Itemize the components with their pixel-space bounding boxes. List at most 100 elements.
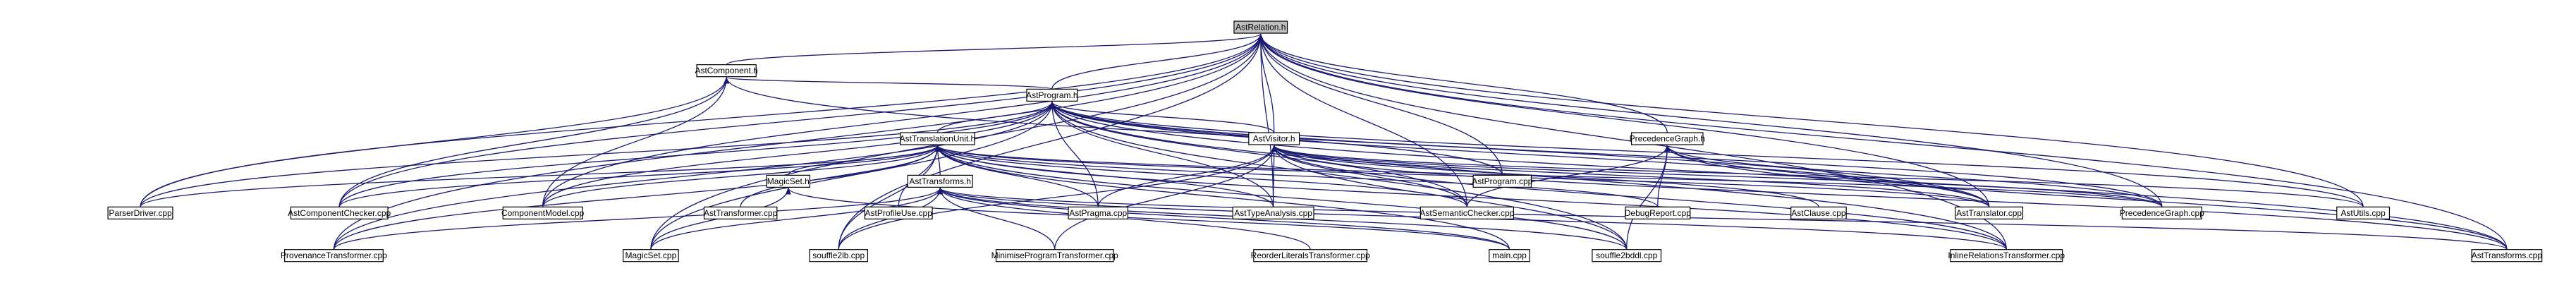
graph-node[interactable]: ReorderLiteralsTransformer.cpp [1251,249,1370,262]
node-label: ComponentModel.cpp [501,208,585,218]
node-box [809,249,868,262]
graph-node[interactable]: MagicSet.h [766,174,811,188]
graph-node[interactable]: AstSemanticChecker.cpp [1420,206,1515,219]
node-label: AstRelation.h [1235,23,1286,32]
graph-node[interactable]: AstTransformer.cpp [703,206,778,219]
include-edge [1466,145,1671,207]
graph-node[interactable]: MinimiseProgramTransformer.cpp [991,249,1119,262]
node-box [1253,249,1368,262]
graph-node[interactable]: AstComponent.h [695,64,758,78]
include-edge [333,102,1055,250]
include-edge [542,102,1055,207]
node-box [766,174,811,188]
include-edge [1664,145,1990,207]
include-edge [1271,145,1990,207]
include-edge [1049,102,1628,250]
node-label: souffle2lb.cpp [812,250,865,260]
node-label: AstPragma.cpp [1069,208,1127,218]
node-box [2121,206,2202,219]
graph-node[interactable]: MagicSet.cpp [623,249,679,262]
include-edge [338,102,1055,207]
graph-node[interactable]: PrecedenceGraph.h [1630,132,1705,145]
graph-node[interactable]: ProvenanceTransformer.cpp [281,249,387,262]
graph-node[interactable]: ComponentModel.cpp [501,206,585,219]
include-edge [1271,145,1819,207]
node-box [1592,249,1662,262]
node-box [502,206,583,219]
node-box [1068,206,1128,219]
graph-node[interactable]: souffle2lb.cpp [809,249,868,262]
include-edge [724,77,1053,90]
graph-node[interactable]: AstTransforms.cpp [2471,249,2543,262]
dependency-edges [140,33,2508,250]
include-edge [1657,145,1671,207]
include-edge [1626,145,1671,250]
graph-node[interactable]: AstTranslator.cpp [1955,206,2024,219]
graph-node[interactable]: PrecedenceGraph.cpp [2120,206,2204,219]
include-edge [1049,102,1274,207]
graph-node[interactable]: main.cpp [1489,249,1530,262]
graph-node[interactable]: AstClause.cpp [1790,206,1847,219]
include-edge [1271,145,1628,250]
node-box [1630,132,1704,145]
graph-node[interactable]: AstTypeAnalysis.cpp [1232,206,1314,219]
node-label: AstUtils.cpp [2340,208,2386,218]
include-edge [338,34,1264,207]
include-edge [1049,102,2163,207]
graph-node[interactable]: ParserDriver.cpp [107,206,173,219]
node-box [1232,206,1314,219]
node-box [1420,206,1514,219]
include-edge [1664,145,2508,250]
graph-node[interactable]: DebugReport.cpp [1625,206,1691,219]
node-box [2471,249,2543,262]
graph-node[interactable]: AstUtils.cpp [2336,206,2391,219]
include-edge [1257,34,1990,207]
include-edge [1049,102,2508,250]
node-box [907,174,973,188]
include-edge [934,145,2007,250]
include-edge [333,145,941,250]
node-label: AstComponent.h [695,66,757,75]
include-edge [1664,145,2163,207]
graph-node[interactable]: AstProgram.cpp [1472,174,1533,188]
include-edge [1257,34,2364,207]
include-edge [726,33,1264,66]
include-edge [838,145,941,250]
node-label: AstProgram.cpp [1472,176,1532,186]
graph-node[interactable]: AstPragma.cpp [1068,206,1128,219]
include-edge [338,145,941,207]
graph-node[interactable]: AstTransforms.h [907,174,973,188]
node-box [1233,20,1288,34]
node-box [1625,206,1691,219]
include-edge [937,188,1510,250]
node-label: PrecedenceGraph.h [1630,134,1705,144]
node-label: souffle2bddl.cpp [1596,250,1658,260]
node-box [107,206,173,219]
include-edge [1049,101,1275,133]
graph-node[interactable]: souffle2bddl.cpp [1592,249,1662,262]
node-label: ParserDriver.cpp [109,208,172,218]
include-edge [1049,102,1990,207]
include-edge [650,102,1055,250]
graph-node[interactable]: AstVisitor.h [1248,132,1300,145]
graph-node[interactable]: AstProgram.h [1026,88,1078,102]
graph-node[interactable]: AstTranslationUnit.h [900,132,976,145]
node-label: ProvenanceTransformer.cpp [281,250,387,260]
root-node[interactable]: AstRelation.h [1233,20,1288,34]
include-edge [1097,145,1277,207]
node-box [2336,206,2391,219]
node-label: MinimiseProgramTransformer.cpp [991,250,1119,260]
include-edge [838,145,1277,250]
include-edge [140,102,1055,207]
include-edge [338,77,730,207]
include-edge [788,145,941,176]
node-label: AstSemanticChecker.cpp [1420,208,1514,218]
graph-node[interactable]: AstProfileUse.cpp [864,206,933,219]
node-label: MagicSet.h [767,176,810,186]
graph-node[interactable]: InlineRelationsTransformer.cpp [1948,249,2065,262]
node-box [900,132,975,145]
include-edge [1271,145,2163,207]
node-box [995,249,1114,262]
graph-node[interactable]: AstComponentChecker.cpp [288,206,391,219]
include-edge [1049,102,1099,207]
